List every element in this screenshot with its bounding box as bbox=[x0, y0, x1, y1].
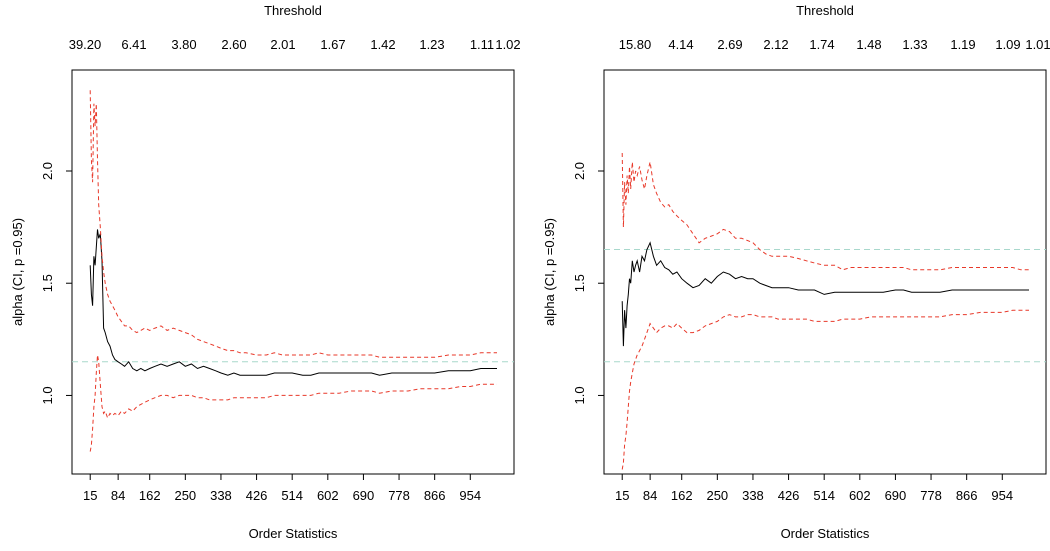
top-tick-label: 1.19 bbox=[950, 37, 975, 52]
top-tick-label: 2.60 bbox=[221, 37, 246, 52]
x-tick-label: 84 bbox=[111, 488, 125, 503]
top-tick-label: 2.12 bbox=[763, 37, 788, 52]
y-tick-label: 1.5 bbox=[572, 274, 587, 292]
top-tick-label: 1.01 bbox=[1025, 37, 1050, 52]
series-estimate-line bbox=[621, 241, 1029, 347]
x-tick-label: 250 bbox=[706, 488, 728, 503]
x-tick-label: 15 bbox=[615, 488, 629, 503]
top-tick-label: 3.80 bbox=[171, 37, 196, 52]
x-tick-label: 866 bbox=[956, 488, 978, 503]
top-tick-label: 4.14 bbox=[668, 37, 693, 52]
y-tick-label: 2.0 bbox=[572, 162, 587, 180]
x-tick-label: 690 bbox=[353, 488, 375, 503]
x-tick-label: 954 bbox=[459, 488, 481, 503]
y-axis-title: alpha (CI, p =0.95) bbox=[10, 218, 25, 326]
x-tick-label: 338 bbox=[742, 488, 764, 503]
top-tick-label: 1.11 bbox=[470, 37, 494, 52]
top-tick-label: 1.02 bbox=[495, 37, 520, 52]
plot-frame bbox=[603, 69, 1047, 475]
y-tick-label: 1.5 bbox=[40, 274, 55, 292]
x-tick-label: 954 bbox=[991, 488, 1013, 503]
x-tick-label: 602 bbox=[317, 488, 339, 503]
top-tick-label: 1.42 bbox=[370, 37, 395, 52]
x-tick-label: 602 bbox=[849, 488, 871, 503]
top-axis-title: Threshold bbox=[264, 3, 322, 18]
x-tick-label: 15 bbox=[83, 488, 97, 503]
x-tick-label: 250 bbox=[174, 488, 196, 503]
x-tick-label: 162 bbox=[671, 488, 693, 503]
x-tick-label: 690 bbox=[885, 488, 907, 503]
top-axis-title: Threshold bbox=[796, 3, 854, 18]
series-lower-ci-line bbox=[89, 354, 497, 452]
x-tick-label: 778 bbox=[920, 488, 942, 503]
x-tick-label: 338 bbox=[210, 488, 232, 503]
plot-frame bbox=[71, 69, 515, 475]
y-axis-title: alpha (CI, p =0.95) bbox=[542, 218, 557, 326]
x-axis-title: Order Statistics bbox=[249, 526, 338, 541]
top-tick-label: 2.69 bbox=[717, 37, 742, 52]
x-tick-label: 514 bbox=[813, 488, 835, 503]
y-tick-label: 1.0 bbox=[40, 386, 55, 404]
x-tick-label: 514 bbox=[281, 488, 303, 503]
top-tick-label: 6.41 bbox=[121, 37, 146, 52]
series-upper-ci-line bbox=[621, 152, 1029, 271]
y-tick-label: 1.0 bbox=[572, 386, 587, 404]
top-tick-label: 1.09 bbox=[995, 37, 1020, 52]
x-tick-label: 866 bbox=[424, 488, 446, 503]
series-estimate-line bbox=[89, 229, 497, 376]
x-tick-label: 426 bbox=[246, 488, 268, 503]
series-lower-ci-line bbox=[621, 309, 1029, 470]
y-tick-label: 2.0 bbox=[40, 162, 55, 180]
top-tick-label: 1.67 bbox=[320, 37, 345, 52]
top-tick-label: 39.20 bbox=[69, 37, 102, 52]
top-tick-label: 1.33 bbox=[902, 37, 927, 52]
left-plot-panel: 15 84 162 250 338 426 514 602 690 778 866 954 39.20 6… bbox=[10, 3, 521, 541]
series-upper-ci-line bbox=[89, 90, 497, 358]
top-tick-label: 1.48 bbox=[856, 37, 881, 52]
top-tick-label: 15.80 bbox=[619, 37, 652, 52]
top-tick-label: 1.74 bbox=[809, 37, 834, 52]
top-tick-label: 1.23 bbox=[419, 37, 444, 52]
x-tick-label: 778 bbox=[388, 488, 410, 503]
x-tick-label: 162 bbox=[139, 488, 161, 503]
x-axis-title: Order Statistics bbox=[781, 526, 870, 541]
x-tick-label: 426 bbox=[778, 488, 800, 503]
right-plot-panel: 15 84 162 250 338 426 514 602 690 778 866 954 15.80 4… bbox=[542, 3, 1050, 541]
x-tick-label: 84 bbox=[643, 488, 657, 503]
top-tick-label: 2.01 bbox=[270, 37, 295, 52]
